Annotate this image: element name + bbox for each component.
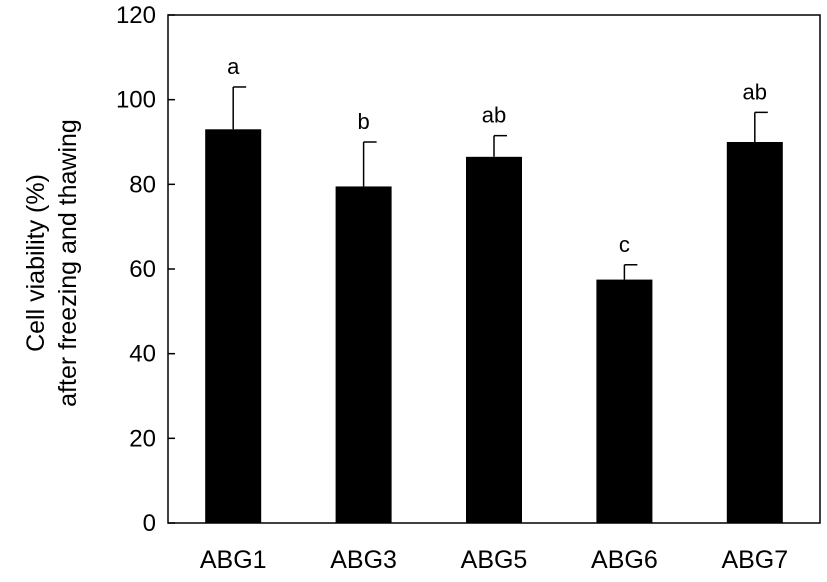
x-category-label: ABG6 (591, 546, 658, 574)
significance-label: b (357, 109, 369, 134)
y-axis-title-line-2: after freezing and thawing (54, 119, 82, 407)
bar (596, 279, 653, 523)
y-tick-label: 80 (129, 171, 156, 198)
bar (205, 129, 262, 524)
significance-label: a (227, 54, 240, 79)
x-category-label: ABG5 (461, 546, 528, 574)
bar (726, 142, 783, 523)
significance-label: c (619, 232, 630, 257)
y-axis-title: Cell viability (%) after freezing and th… (22, 119, 82, 407)
significance-label: ab (482, 103, 506, 128)
y-tick-label: 20 (129, 425, 156, 452)
plot-area: 0 20 40 60 80 100 120 a ABG1 b ABG3 ab ABG5 c ABG6 ab AB… (116, 2, 821, 574)
y-tick-label: 0 (143, 510, 156, 537)
bar (466, 156, 522, 524)
x-category-label: ABG7 (721, 546, 788, 574)
y-axis-title-line-1: Cell viability (%) (22, 174, 50, 352)
y-tick-label: 60 (129, 256, 156, 283)
significance-label: ab (743, 79, 767, 104)
x-category-label: ABG1 (200, 546, 267, 574)
y-tick-label: 120 (116, 2, 156, 29)
bar (335, 186, 392, 523)
y-tick-label: 40 (129, 341, 156, 368)
x-category-label: ABG3 (330, 546, 397, 574)
y-tick-label: 100 (116, 87, 156, 114)
